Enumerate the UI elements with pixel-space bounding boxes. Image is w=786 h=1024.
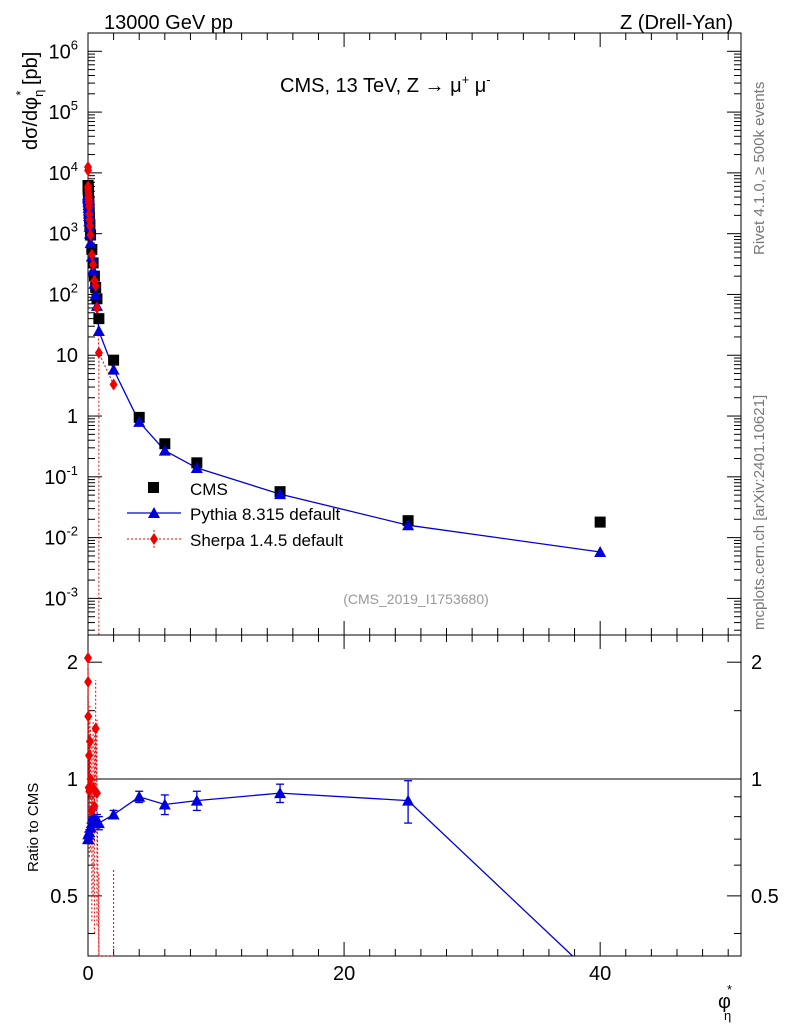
pythia-point <box>84 237 97 249</box>
main-data-layer <box>82 160 607 635</box>
x-tick-label: 0 <box>82 963 93 985</box>
ratio-y-tick-label-right: 1 <box>751 769 762 791</box>
legend-cms-marker <box>148 482 159 493</box>
x-tick-label: 40 <box>589 963 611 985</box>
sherpa-ratio-point <box>85 735 94 748</box>
y-axis-label: dσ/dφη* [pb] <box>13 52 46 150</box>
sherpa-ratio-point <box>86 773 95 786</box>
pythia-ratio-point <box>133 790 146 802</box>
legend-entry-label: CMS <box>190 480 228 499</box>
rivet-version-label: Rivet 4.1.0, ≥ 500k events <box>751 82 768 255</box>
sherpa-point <box>94 346 103 359</box>
pythia-ratio-point <box>402 794 415 806</box>
pythia-ratio-line <box>87 792 574 957</box>
y-tick-label: 1 <box>67 406 78 428</box>
ratio-y-tick-label: 1 <box>67 769 78 791</box>
pythia-point <box>274 488 287 500</box>
pythia-ratio-point <box>92 817 105 829</box>
sherpa-point <box>85 219 94 232</box>
main-plot-frame <box>87 32 742 636</box>
legend-pythia-marker <box>148 507 160 518</box>
x-axis-label: φ* η <box>718 982 732 1023</box>
pythia-point <box>402 519 415 531</box>
sherpa-point <box>84 164 93 177</box>
header-process: Z (Drell-Yan) <box>620 12 733 34</box>
sherpa-ratio-point <box>92 787 101 800</box>
ratio-y-tick-label-right: 2 <box>751 652 762 674</box>
pythia-point <box>89 288 102 300</box>
cms-point <box>108 354 120 366</box>
header-energy: 13000 GeV pp <box>104 12 233 34</box>
sherpa-point <box>85 200 94 213</box>
y-tick-label: 104 <box>49 159 78 185</box>
analysis-id: (CMS_2019_I1753680) <box>343 591 489 607</box>
ratio-y-axis-label: Ratio to CMS <box>25 783 42 872</box>
ratio-y-tick-label: 0.5 <box>50 886 78 908</box>
y-tick-label: 105 <box>49 98 78 124</box>
y-tick-label: 10 <box>56 345 78 367</box>
sherpa-point <box>87 248 96 261</box>
sherpa-point <box>91 279 100 292</box>
pythia-point <box>133 415 146 427</box>
pythia-point <box>594 545 607 557</box>
sherpa-ratio-point <box>91 722 100 735</box>
sherpa-ratio-point <box>85 749 94 762</box>
y-tick-label: 106 <box>49 37 78 63</box>
sherpa-point <box>109 378 118 391</box>
y-tick-label: 10-1 <box>44 463 78 489</box>
sherpa-ratio-point <box>84 652 93 665</box>
sherpa-point <box>86 229 95 242</box>
y-tick-label: 10-3 <box>44 584 78 610</box>
pythia-point <box>190 461 203 473</box>
ratio-y-tick-label: 2 <box>67 652 78 674</box>
mcplots-label: mcplots.cern.ch [arXiv:2401.10621] <box>751 395 768 630</box>
ratio-y-tick-label-right: 0.5 <box>751 886 779 908</box>
ratio-data-layer <box>82 649 574 957</box>
y-tick-label: 10-2 <box>44 524 78 550</box>
pythia-point <box>107 363 120 375</box>
legend-entry-label: Pythia 8.315 default <box>190 505 341 524</box>
sherpa-point <box>92 301 101 314</box>
sherpa-ratio-point <box>84 710 93 723</box>
pythia-point <box>158 444 171 456</box>
pythia-ratio-point <box>190 794 203 806</box>
pythia-ratio-point <box>158 798 171 810</box>
legend: CMS Pythia 8.315 default Sherpa 1.4.5 defa… <box>127 480 343 550</box>
cms-point <box>159 438 171 450</box>
y-tick-label: 103 <box>49 220 78 246</box>
sherpa-ratio-point <box>90 800 99 813</box>
pythia-ratio-point <box>107 808 120 820</box>
plot-title: CMS, 13 TeV, Z → μ+ μ- <box>280 72 491 97</box>
legend-entry-label: Sherpa 1.4.5 default <box>190 531 343 550</box>
pythia-ratio-point <box>274 787 287 799</box>
ratio-plot-frame <box>87 634 742 957</box>
x-tick-label: 20 <box>333 963 355 985</box>
pythia-ratio-point <box>82 833 95 845</box>
cms-point <box>594 516 606 528</box>
sherpa-point <box>89 258 98 271</box>
sherpa-ratio-line <box>87 657 114 957</box>
pythia-line <box>87 194 601 553</box>
cms-point <box>93 313 105 325</box>
legend-sherpa-marker <box>150 533 158 545</box>
ratio-axis-ticks: 0.5 0.51 12 20 20 40 <box>50 635 779 985</box>
sherpa-ratio-point <box>84 675 93 688</box>
pythia-point <box>92 325 105 337</box>
main-axis-ticks: 10-3 10-2 10-1 1 10 102 103 104 105 106 <box>44 32 741 635</box>
y-tick-label: 102 <box>49 280 78 306</box>
